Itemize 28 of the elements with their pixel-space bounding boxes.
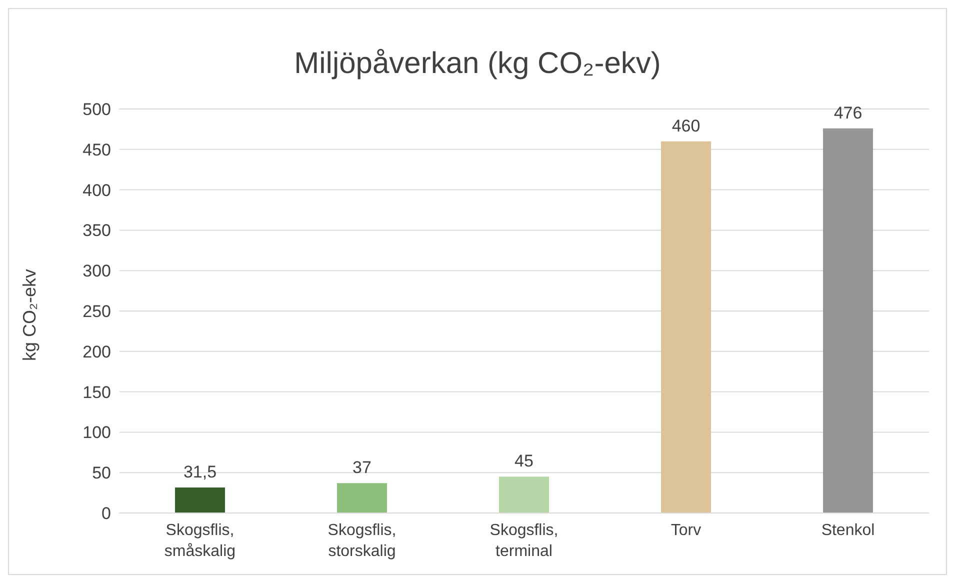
- y-tick-label: 500: [82, 100, 111, 120]
- bar: [499, 476, 549, 513]
- y-tick-label: 450: [82, 140, 111, 160]
- data-label: 460: [672, 116, 700, 136]
- bar: [661, 141, 711, 513]
- data-label: 45: [514, 452, 534, 471]
- data-label: 476: [834, 103, 862, 122]
- y-tick-label: 300: [82, 262, 111, 281]
- y-tick-label: 50: [92, 464, 111, 483]
- y-tick-label: 250: [82, 302, 111, 322]
- data-label: 37: [352, 458, 372, 478]
- y-tick-label: 400: [82, 180, 111, 200]
- x-tick-label: Torv: [670, 522, 702, 539]
- x-tick-label: Skogsflis, småskalig: [164, 522, 236, 560]
- y-tick-label: 350: [82, 221, 111, 240]
- data-label: 31,5: [183, 462, 217, 482]
- y-axis-title: kg CO₂-ekv: [19, 268, 40, 361]
- bar: [823, 128, 873, 513]
- y-tick-label: 0: [102, 504, 111, 524]
- x-tick-label: Skogsflis, terminal: [490, 522, 558, 560]
- x-tick-label: Skogsflis, storskalig: [328, 522, 396, 560]
- chart-title: Miljöpåverkan (kg CO₂-ekv): [293, 47, 662, 82]
- bar: [175, 488, 225, 513]
- y-tick-label: 100: [82, 423, 111, 442]
- y-tick-label: 150: [82, 382, 111, 402]
- y-tick-label: 200: [82, 342, 111, 362]
- bar: [337, 483, 387, 513]
- x-tick-label: Stenkol: [821, 522, 875, 539]
